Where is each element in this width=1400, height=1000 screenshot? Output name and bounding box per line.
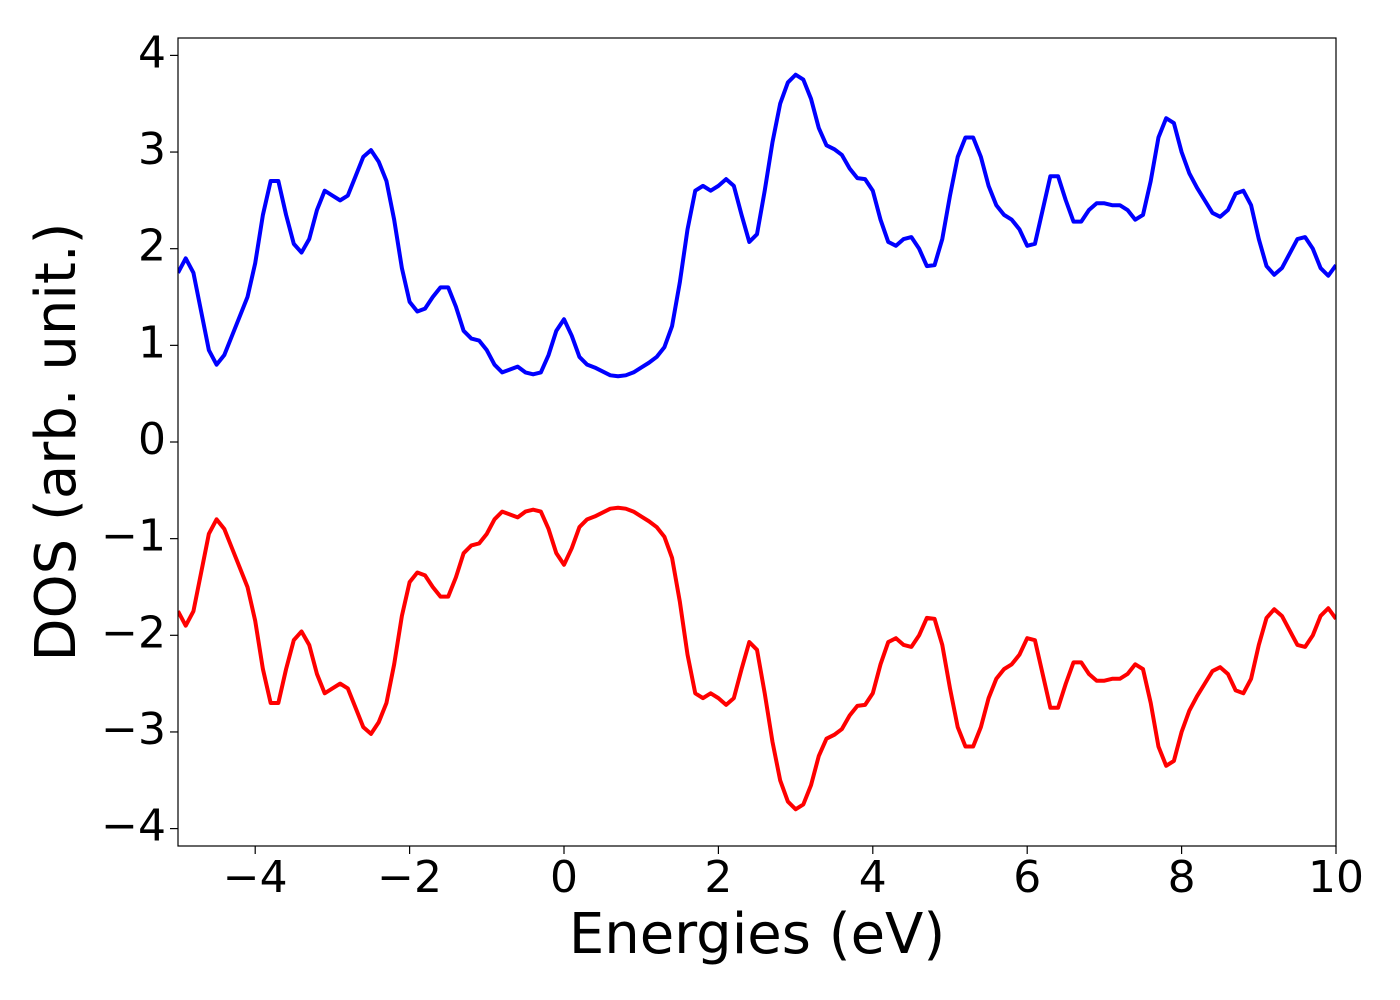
x-tick-label: 0 — [550, 852, 578, 903]
y-tick-label: 3 — [138, 124, 166, 175]
y-tick-label: −2 — [101, 607, 166, 658]
x-tick-label: 10 — [1308, 852, 1364, 903]
x-tick-label: 6 — [1013, 852, 1041, 903]
x-tick-label: 8 — [1168, 852, 1196, 903]
y-axis-label: DOS (arb. unit.) — [24, 222, 89, 661]
y-tick-label: −3 — [101, 704, 166, 755]
y-tick-label: 0 — [138, 414, 166, 465]
y-tick-label: −4 — [101, 801, 166, 852]
y-tick-label: 4 — [138, 27, 166, 78]
line-series — [178, 72, 1336, 379]
line-series — [178, 505, 1336, 812]
x-tick-label: 4 — [859, 852, 887, 903]
y-tick-label: 1 — [138, 317, 166, 368]
y-tick-label: −1 — [101, 511, 166, 562]
x-axis-label: Energies (eV) — [569, 902, 945, 967]
x-tick-label: 2 — [704, 852, 732, 903]
y-tick-label: 2 — [138, 221, 166, 272]
x-tick-label: −2 — [377, 852, 442, 903]
x-tick-label: −4 — [223, 852, 288, 903]
